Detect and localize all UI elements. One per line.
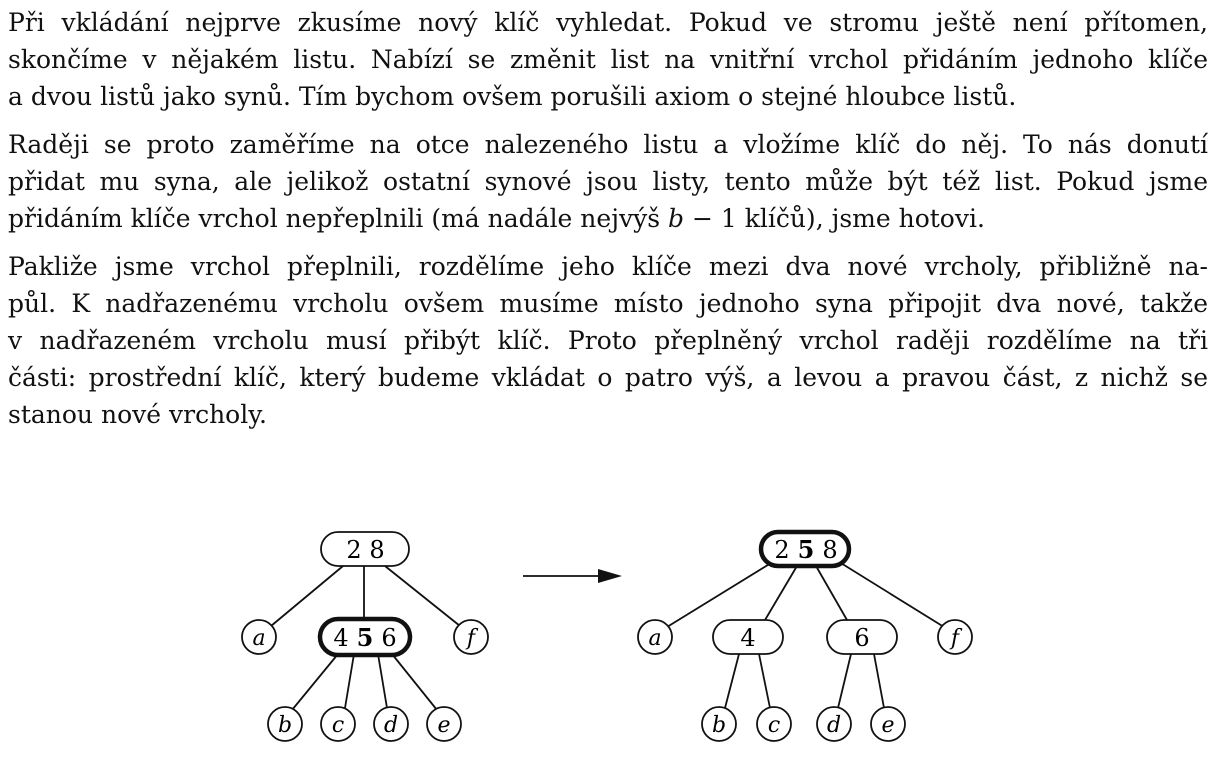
arrow-right-icon bbox=[523, 569, 622, 583]
svg-text:c: c bbox=[332, 713, 344, 738]
edge bbox=[291, 653, 339, 711]
svg-text:c: c bbox=[768, 713, 780, 738]
edge bbox=[377, 653, 388, 709]
math-variable-b: b bbox=[667, 204, 684, 233]
edge bbox=[815, 565, 848, 621]
leaf-b-after: b bbox=[701, 706, 737, 742]
leaf-e-before: e bbox=[426, 706, 462, 742]
edge bbox=[391, 653, 438, 711]
right-node-after: 6 bbox=[826, 619, 898, 655]
leaf-d-after: d bbox=[816, 706, 852, 742]
text-line: přidat mu syna, ale jelikož ostatní syno… bbox=[8, 167, 1208, 196]
leaf-f-before: f bbox=[453, 619, 489, 655]
svg-text:e: e bbox=[437, 713, 450, 738]
edge bbox=[873, 653, 885, 709]
edge bbox=[344, 653, 355, 709]
node-key: 6 bbox=[854, 624, 869, 652]
leaf-b-before: b bbox=[267, 706, 303, 742]
edge bbox=[835, 559, 945, 628]
node-key-bold: 5 bbox=[357, 623, 374, 652]
tree-after bbox=[666, 559, 945, 709]
svg-text:d: d bbox=[827, 713, 841, 738]
overflow-node: 4 5 6 bbox=[317, 616, 413, 658]
left-node-after: 4 bbox=[712, 619, 784, 655]
svg-text:b: b bbox=[278, 713, 292, 738]
edge bbox=[837, 653, 852, 709]
text-line: Pakliže jsme vrchol přeplnili, rozdělíme… bbox=[8, 252, 1208, 281]
text-line: přidáním klíče vrchol nepřeplnili (má na… bbox=[8, 204, 985, 233]
edge bbox=[666, 559, 777, 628]
text-line: Raději se proto zaměříme na otce nalezen… bbox=[8, 130, 1208, 159]
text-line: půl. K nadřazenému vrcholu ovšem musíme … bbox=[8, 289, 1208, 318]
leaf-c-before: c bbox=[320, 706, 356, 742]
node-key: 8 bbox=[369, 536, 384, 564]
svg-text:a: a bbox=[648, 626, 661, 651]
leaf-f-after: f bbox=[937, 619, 973, 655]
text-line: a dvou listů jako synů. Tím bychom ovšem… bbox=[8, 82, 1017, 111]
svg-text:b: b bbox=[712, 713, 726, 738]
leaf-d-before: d bbox=[373, 706, 409, 742]
edge bbox=[764, 565, 798, 621]
edge bbox=[384, 565, 461, 627]
node-key: 2 bbox=[346, 536, 361, 564]
leaf-c-after: c bbox=[756, 706, 792, 742]
node-key: 4 bbox=[333, 624, 348, 652]
text-line: Při vkládání nejprve zkusíme nový klíč v… bbox=[8, 8, 1208, 37]
text-line: stanou nové vrcholy. bbox=[8, 400, 267, 429]
node-key-bold: 5 bbox=[798, 535, 815, 564]
tree-before bbox=[270, 565, 461, 711]
svg-text:e: e bbox=[881, 713, 894, 738]
edge bbox=[758, 653, 771, 709]
leaf-a-before: a bbox=[241, 619, 277, 655]
text-line: části: prostřední klíč, který budeme vkl… bbox=[8, 363, 1208, 392]
leaf-e-after: e bbox=[870, 706, 906, 742]
root-node-after: 2 5 8 bbox=[758, 529, 852, 569]
paragraph-3: Pakliže jsme vrchol přeplnili, rozdělíme… bbox=[8, 248, 1208, 433]
root-node-before: 2 8 bbox=[320, 531, 410, 567]
text-line: skončíme v nějakém listu. Nabízí se změn… bbox=[8, 45, 1208, 74]
svg-text:d: d bbox=[384, 713, 398, 738]
edge bbox=[270, 565, 344, 627]
text-line: v nadřazeném vrcholu musí přibýt klíč. P… bbox=[8, 326, 1208, 355]
node-key: 6 bbox=[381, 624, 396, 652]
leaf-a-after: a bbox=[637, 619, 673, 655]
body-text: Při vkládání nejprve zkusíme nový klíč v… bbox=[8, 4, 1208, 444]
edge bbox=[724, 653, 740, 709]
node-key: 4 bbox=[740, 624, 755, 652]
paragraph-1: Při vkládání nejprve zkusíme nový klíč v… bbox=[8, 4, 1208, 115]
svg-text:a: a bbox=[252, 626, 265, 651]
node-key: 2 bbox=[774, 536, 789, 564]
node-key: 8 bbox=[822, 536, 837, 564]
paragraph-2: Raději se proto zaměříme na otce nalezen… bbox=[8, 126, 1208, 237]
